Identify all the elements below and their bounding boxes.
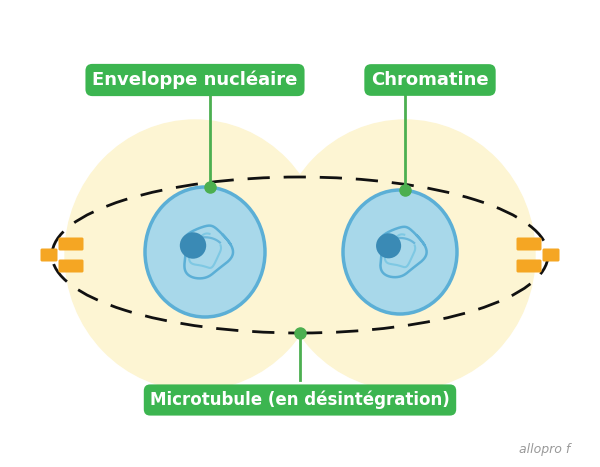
FancyBboxPatch shape (517, 260, 542, 273)
FancyBboxPatch shape (517, 238, 542, 250)
Ellipse shape (275, 120, 535, 390)
FancyBboxPatch shape (542, 248, 560, 262)
Text: Chromatine: Chromatine (371, 71, 489, 89)
Text: Enveloppe nucléaire: Enveloppe nucléaire (92, 71, 298, 89)
Circle shape (376, 233, 401, 258)
FancyBboxPatch shape (41, 248, 58, 262)
FancyBboxPatch shape (59, 238, 83, 250)
Text: allopro f: allopro f (520, 444, 571, 457)
Ellipse shape (343, 190, 457, 314)
Ellipse shape (145, 187, 265, 317)
Text: Microtubule (en désintégration): Microtubule (en désintégration) (150, 391, 450, 409)
Circle shape (180, 232, 206, 259)
FancyBboxPatch shape (59, 260, 83, 273)
Ellipse shape (65, 120, 325, 390)
